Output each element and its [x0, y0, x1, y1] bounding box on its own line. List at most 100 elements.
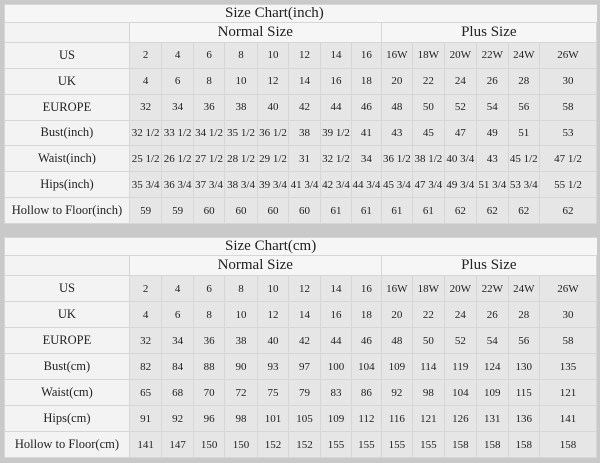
size-cell: 16 — [351, 42, 382, 69]
row-label: Bust(inch) — [4, 119, 130, 147]
size-cell: 32 1/2 — [319, 145, 353, 173]
size-cell: 6 — [161, 301, 194, 328]
size-cell: 101 — [256, 405, 290, 432]
size-cell: 45 — [412, 119, 445, 147]
size-cell: 29 1/2 — [256, 145, 290, 173]
size-cell: 54 — [476, 327, 509, 354]
size-cell: 51 — [507, 119, 541, 147]
size-cell: 49 — [476, 119, 509, 147]
size-cell: 44 — [319, 327, 353, 354]
group-row: Normal Size Plus Size — [4, 255, 598, 276]
row-label: Hips(cm) — [4, 405, 130, 432]
size-cell: 39 1/2 — [319, 119, 353, 147]
size-cell: 8 — [224, 42, 258, 69]
size-cell: 26 — [476, 301, 509, 328]
size-cell: 16 — [319, 67, 353, 95]
size-cell: 65 — [128, 379, 163, 406]
size-cell: 116 — [380, 405, 414, 432]
size-chart-inch: Size Chart(inch) Normal Size Plus Size US 2 4… — [4, 4, 598, 224]
size-cell: 38 — [288, 119, 321, 147]
size-cell: 60 — [256, 197, 290, 224]
size-cell: 150 — [192, 431, 226, 458]
size-cell: 14 — [319, 42, 353, 69]
size-cell: 4 — [161, 275, 194, 302]
table-row: Hips(cm) 91 92 96 98 101 105 109 112 116 121 126 131… — [4, 405, 597, 432]
size-cell: 158 — [443, 431, 478, 458]
size-chart-cm: Size Chart(cm) Normal Size Plus Size US 2 4 6 8… — [4, 237, 598, 458]
size-cell: 25 1/2 — [128, 145, 163, 173]
size-cell: 158 — [476, 431, 509, 458]
size-cell: 135 — [539, 353, 597, 380]
size-cell: 90 — [224, 353, 258, 380]
size-cell: 62 — [507, 197, 541, 224]
size-cell: 92 — [380, 379, 414, 406]
size-table: Size Chart(inch) Normal Size Plus Size US 2 4… — [4, 4, 598, 224]
row-label: Hollow to Floor(inch) — [4, 197, 130, 224]
size-cell: 58 — [539, 93, 597, 121]
size-cell: 43 — [476, 145, 509, 173]
size-cell: 62 — [443, 197, 478, 224]
size-cell: 126 — [443, 405, 478, 432]
row-label: Hollow to Floor(cm) — [4, 431, 130, 458]
size-cell: 141 — [539, 405, 597, 432]
size-cell: 96 — [192, 405, 226, 432]
size-cell: 44 — [319, 93, 353, 121]
size-cell: 109 — [380, 353, 414, 380]
size-cell: 53 3/4 — [507, 171, 541, 199]
table-row: Hollow to Floor(cm) 141 147 150 150 152 152 155… — [4, 431, 597, 458]
normal-size-header: Normal Size — [128, 255, 382, 276]
size-cell: 40 3/4 — [443, 145, 478, 173]
size-cell: 14 — [288, 67, 321, 95]
size-cell: 43 — [380, 119, 414, 147]
size-cell: 75 — [256, 379, 290, 406]
size-cell: 20 — [380, 301, 414, 328]
table-row: Bust(inch) 32 1/2 33 1/2 34 1/2 35 1/2 36 1/2… — [4, 119, 597, 147]
table-row: EUROPE 32 34 36 38 40 42 44 46 48 50 52 54 56 58 — [4, 327, 597, 354]
size-cell: 38 1/2 — [412, 145, 445, 173]
size-cell: 91 — [128, 405, 163, 432]
size-cell: 16W — [380, 275, 414, 302]
row-label: US — [4, 275, 130, 302]
size-cell: 24W — [507, 275, 541, 302]
size-cell: 22 — [412, 301, 445, 328]
size-cell: 109 — [476, 379, 509, 406]
size-cell: 6 — [192, 275, 226, 302]
size-cell: 16 — [319, 301, 353, 328]
size-cell: 36 — [192, 327, 226, 354]
size-cell: 41 3/4 — [288, 171, 321, 199]
row-label: UK — [4, 67, 130, 95]
size-cell: 26 — [476, 67, 509, 95]
size-cell: 152 — [256, 431, 290, 458]
size-cell: 68 — [161, 379, 194, 406]
size-cell: 38 — [224, 327, 258, 354]
size-cell: 12 — [256, 67, 290, 95]
size-cell: 6 — [192, 42, 226, 69]
size-cell: 20W — [443, 42, 478, 69]
size-cell: 36 — [192, 93, 226, 121]
size-cell: 33 1/2 — [161, 119, 194, 147]
table-row: US 2 4 6 8 10 12 14 16 16W 18W 20W 22W 24W 26W — [4, 275, 597, 302]
size-cell: 155 — [380, 431, 414, 458]
size-cell: 115 — [507, 379, 541, 406]
size-cell: 98 — [224, 405, 258, 432]
size-cell: 37 3/4 — [192, 171, 226, 199]
size-cell: 48 — [380, 327, 414, 354]
size-cell: 14 — [288, 301, 321, 328]
size-cell: 83 — [319, 379, 353, 406]
size-cell: 36 1/2 — [256, 119, 290, 147]
size-cell: 34 — [161, 327, 194, 354]
row-label: UK — [4, 301, 130, 328]
size-cell: 79 — [288, 379, 321, 406]
size-cell: 41 — [351, 119, 382, 147]
size-cell: 35 3/4 — [128, 171, 163, 199]
size-cell: 44 3/4 — [351, 171, 382, 199]
size-cell: 16W — [380, 42, 414, 69]
size-cell: 104 — [443, 379, 478, 406]
size-cell: 27 1/2 — [192, 145, 226, 173]
row-label: Waist(inch) — [4, 145, 130, 173]
size-cell: 4 — [128, 301, 163, 328]
table-row: Waist(cm) 65 68 70 72 75 79 83 86 92 98 104 109 115 12… — [4, 379, 597, 406]
size-cell: 34 — [161, 93, 194, 121]
size-cell: 2 — [128, 42, 163, 69]
table-row: Hips(inch) 35 3/4 36 3/4 37 3/4 38 3/4 39 3/4… — [4, 171, 597, 199]
